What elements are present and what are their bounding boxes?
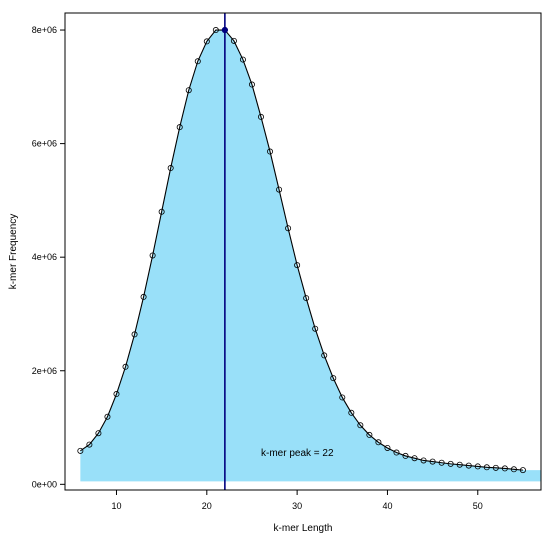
x-tick-label: 40: [382, 501, 392, 511]
y-axis-title: k-mer Frequency: [8, 214, 19, 290]
data-point: [140, 293, 147, 300]
data-point: [339, 394, 346, 401]
x-tick-label: 30: [292, 501, 302, 511]
data-point: [474, 463, 481, 470]
data-point: [330, 375, 337, 382]
data-point: [131, 331, 138, 338]
data-point: [402, 452, 409, 459]
data-point: [113, 391, 120, 398]
data-point: [510, 466, 517, 473]
data-point: [77, 447, 84, 454]
data-point: [366, 431, 373, 438]
data-point: [230, 37, 237, 44]
data-point: [203, 38, 210, 45]
y-tick-label: 2e+06: [32, 366, 57, 376]
y-tick-label: 0e+00: [32, 479, 57, 489]
data-point: [303, 295, 310, 302]
data-point: [276, 186, 283, 193]
x-tick-label: 10: [111, 501, 121, 511]
data-point: [348, 409, 355, 416]
data-point: [149, 252, 156, 259]
data-point: [384, 444, 391, 451]
data-point: [257, 113, 264, 120]
peak-marker: [221, 26, 228, 34]
data-point: [438, 459, 445, 466]
data-point: [122, 363, 129, 370]
data-point: [492, 464, 499, 471]
peak-label: k-mer peak = 22: [261, 448, 334, 459]
data-point: [158, 208, 165, 215]
y-tick-label: 6e+06: [32, 139, 57, 149]
data-point: [447, 460, 454, 467]
data-point: [411, 455, 418, 462]
y-tick-label: 8e+06: [32, 25, 57, 35]
data-point: [176, 124, 183, 131]
data-point: [104, 413, 111, 420]
data-point: [95, 430, 102, 437]
data-point: [519, 467, 526, 474]
data-point: [294, 262, 301, 269]
data-point: [167, 165, 174, 172]
data-point: [239, 56, 246, 63]
series-line: [80, 29, 523, 471]
data-point: [420, 457, 427, 464]
x-tick-label: 20: [202, 501, 212, 511]
data-point: [185, 87, 192, 94]
area-fill: [80, 30, 542, 482]
data-point: [86, 441, 93, 448]
data-point: [267, 148, 274, 155]
data-point: [465, 462, 472, 469]
data-point: [212, 27, 219, 34]
data-point: [483, 464, 490, 471]
data-point: [248, 81, 255, 88]
data-point: [456, 461, 463, 468]
x-tick-label: 50: [473, 501, 483, 511]
data-point: [393, 449, 400, 456]
data-point: [321, 352, 328, 359]
data-point: [194, 58, 201, 65]
data-point: [285, 225, 292, 232]
data-point: [375, 439, 382, 446]
x-axis-title: k-mer Length: [274, 523, 333, 534]
data-point: [357, 422, 364, 429]
data-point: [501, 465, 508, 472]
data-point: [429, 458, 436, 465]
plot-frame: [64, 12, 542, 491]
y-tick-label: 4e+06: [32, 252, 57, 262]
data-point: [312, 325, 319, 332]
